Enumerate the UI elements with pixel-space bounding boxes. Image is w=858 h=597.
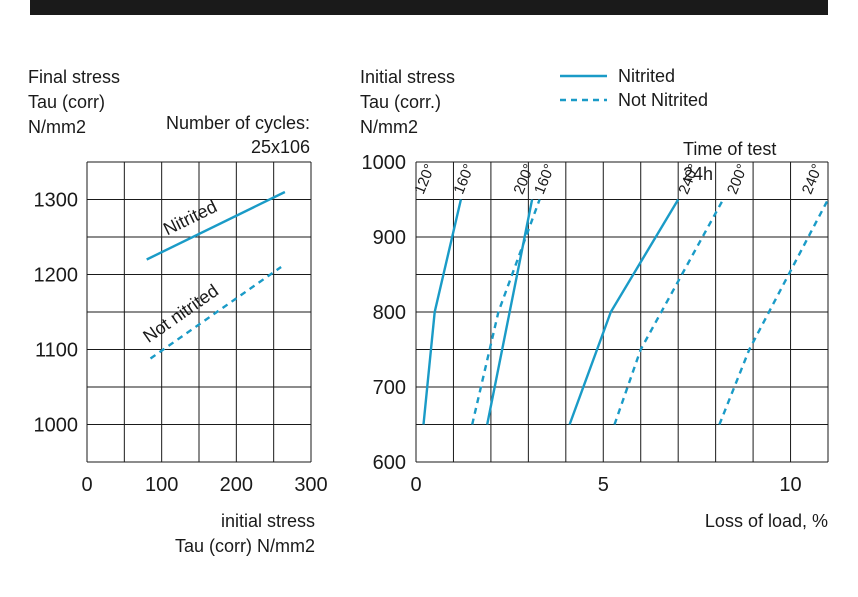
right-temp-label-1: 160° — [451, 161, 478, 196]
right-ytick-0: 600 — [373, 452, 406, 474]
left-ylabel-line-2: Tau (corr) — [28, 92, 105, 112]
right-ytick-4: 1000 — [362, 152, 407, 174]
right-ylabel-line-3: N/mm2 — [360, 117, 418, 137]
right-grid — [415, 161, 829, 463]
left-series-line-0 — [146, 190, 286, 261]
left-series-line-1 — [149, 266, 282, 360]
left-xtick-0: 0 — [81, 474, 92, 496]
left-xlabel-line-2: Tau (corr) N/mm2 — [175, 536, 315, 556]
right-ylabel-line-2: Tau (corr.) — [360, 92, 441, 112]
right-series: 120° 160° 200°160° 240° 200° 240° — [411, 161, 830, 425]
left-xlabel-line-1: initial stress — [221, 511, 315, 531]
left-series-label-0: Nitrited — [160, 196, 220, 239]
right-ytick-3: 900 — [373, 227, 406, 249]
right-xtick-2: 10 — [779, 474, 801, 496]
left-xtick-1: 100 — [145, 474, 178, 496]
right-series-line-4 — [613, 198, 725, 425]
cycles-annotation-line-1: Number of cycles: — [166, 113, 310, 133]
left-ytick-2: 1200 — [34, 265, 79, 287]
left-ytick-0: 1000 — [34, 415, 79, 437]
right-ylabel-line-1: Initial stress — [360, 67, 455, 87]
test-time-line-2: 24h — [683, 164, 713, 184]
right-temp-label-6: 240° — [799, 162, 826, 197]
left-ylabel-line-3: N/mm2 — [28, 117, 86, 137]
right-series-line-2 — [568, 198, 680, 425]
left-grid — [86, 161, 312, 463]
right-ytick-1: 700 — [373, 377, 406, 399]
right-temp-label-0: 120° — [411, 162, 438, 197]
right-temp-label-3: 160° — [531, 162, 558, 197]
cycles-annotation-line-2: 25x106 — [251, 137, 310, 157]
right-series-line-3 — [471, 199, 541, 425]
left-chart: Final stress Tau (corr) N/mm2 Number of … — [28, 67, 328, 556]
legend-label-not-nitrited: Not Nitrited — [618, 90, 708, 110]
left-ytick-1: 1100 — [35, 340, 78, 362]
right-series-line-1 — [486, 199, 534, 425]
right-temp-label-5: 200° — [724, 162, 751, 197]
right-tick-labels: 0 5 10 600 700 800 900 1000 — [362, 152, 802, 496]
left-tick-labels: 0 100 200 300 1000 1100 1200 1300 — [34, 190, 328, 497]
right-series-line-5 — [718, 198, 830, 425]
right-ytick-2: 800 — [373, 302, 406, 324]
left-xtick-2: 200 — [220, 474, 253, 496]
header-bar — [30, 0, 828, 15]
left-ytick-3: 1300 — [34, 190, 79, 212]
right-xtick-1: 5 — [598, 474, 609, 496]
left-ylabel-line-1: Final stress — [28, 67, 120, 87]
right-chart: Initial stress Tau (corr.) N/mm2 Nitrite… — [360, 66, 830, 531]
test-time-line-1: Time of test — [683, 139, 776, 159]
right-series-line-0 — [422, 199, 463, 425]
legend-label-nitrited: Nitrited — [618, 66, 675, 86]
left-xtick-3: 300 — [294, 474, 327, 496]
right-xtick-0: 0 — [410, 474, 421, 496]
right-xlabel: Loss of load, % — [705, 511, 828, 531]
